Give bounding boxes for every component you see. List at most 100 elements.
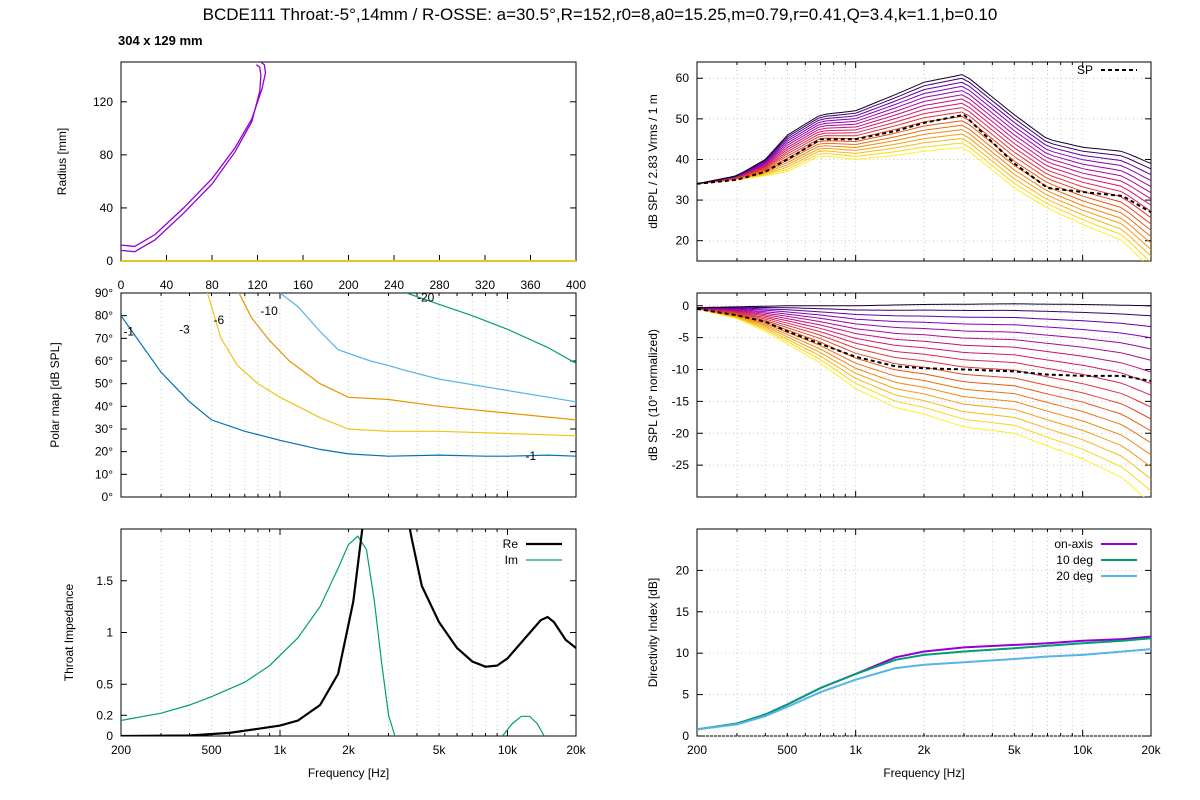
spl-curve (697, 111, 1151, 219)
y-tick-label: 1.5 (96, 574, 113, 588)
y-tick-label: -25 (672, 458, 690, 472)
y-tick-label: 30 (676, 193, 690, 207)
y-tick-label: 80 (100, 148, 114, 162)
norm-curve (697, 307, 1151, 361)
x-tick-label: 500 (777, 743, 797, 757)
norm-curve (697, 303, 1151, 309)
spl-curve (697, 137, 1151, 257)
legend-label: on-axis (1054, 537, 1093, 551)
y-tick-label: 0 (106, 254, 113, 268)
x-tick-label: 500 (202, 743, 222, 757)
legend-label: Re (503, 537, 519, 551)
x-tick-label: 360 (520, 278, 540, 292)
spl-curve (697, 94, 1151, 194)
x-tick-label: 240 (384, 278, 404, 292)
x-tick-label: 10k (1073, 743, 1093, 757)
y-tick-label: 60° (95, 354, 113, 368)
norm-curve (697, 307, 1151, 350)
norm-curve (697, 308, 1145, 497)
x-tick-label: 120 (247, 278, 267, 292)
y-tick-label: 120 (93, 95, 113, 109)
spl-curve (697, 107, 1151, 212)
norm-curve (697, 307, 1151, 373)
x-axis-label: Frequency [Hz] (883, 766, 964, 780)
y-tick-label: 70° (95, 331, 113, 345)
y-tick-label: 0.2 (96, 708, 113, 722)
y-tick-label: 20° (95, 445, 113, 459)
contour-label: -1 (526, 449, 537, 463)
x-tick-label: 10k (498, 743, 518, 757)
y-axis-label: dB SPL (10° normalized) (646, 329, 660, 461)
contour-line (121, 315, 576, 457)
y-tick-label: -5 (678, 331, 689, 345)
contour-label: -10 (260, 304, 278, 318)
legend-label: Im (505, 553, 518, 567)
y-axis-label: Polar map [dB SPL] (48, 342, 62, 447)
x-tick-label: 20k (566, 743, 586, 757)
spl-curve (697, 98, 1151, 200)
spl-curve (697, 90, 1151, 188)
x-tick-label: 40 (160, 278, 174, 292)
y-axis-label: Radius [mm] (55, 128, 69, 195)
y-tick-label: 0° (102, 490, 114, 504)
y-tick-label: 50 (676, 112, 690, 126)
y-tick-label: 0 (682, 729, 689, 743)
x-tick-label: 5k (1008, 743, 1022, 757)
y-axis-label: Throat Impedance (62, 583, 76, 681)
norm-curve (697, 308, 1151, 444)
x-tick-label: 400 (566, 278, 586, 292)
x-tick-label: 20k (1141, 743, 1161, 757)
profile-line (121, 64, 262, 253)
chart-title: BCDE111 Throat:-5°,14mm / R-OSSE: a=30.5… (202, 5, 998, 24)
x-axis-label: Frequency [Hz] (308, 766, 389, 780)
y-tick-label: 10° (95, 467, 113, 481)
spl-curve (697, 85, 1151, 185)
x-tick-label: 1k (274, 743, 288, 757)
x-tick-label: 160 (293, 278, 313, 292)
norm-curve (697, 307, 1151, 328)
legend-label: 10 deg (1056, 553, 1093, 567)
y-tick-label: 40 (676, 152, 690, 166)
y-tick-label: 50° (95, 377, 113, 391)
norm-curve (697, 307, 1151, 420)
y-tick-label: 90° (95, 286, 113, 300)
y-tick-label: 1 (106, 626, 113, 640)
x-tick-label: 5k (433, 743, 447, 757)
y-tick-label: 60 (676, 71, 690, 85)
y-axis-label: Directivity Index [dB] (646, 578, 660, 687)
y-tick-label: -10 (672, 363, 690, 377)
normalized-avg-line (697, 307, 1151, 382)
x-tick-label: 320 (475, 278, 495, 292)
norm-curve (697, 308, 1151, 468)
contour-label: -1 (123, 325, 134, 339)
x-tick-label: 280 (429, 278, 449, 292)
norm-curve (697, 308, 1151, 492)
spl-curve (697, 81, 1151, 185)
legend-label: SP (1077, 63, 1093, 77)
norm-curve (697, 307, 1151, 396)
norm-curve (697, 307, 1151, 339)
x-tick-label: 2k (342, 743, 356, 757)
contour-line (206, 293, 576, 437)
y-tick-label: 40 (100, 201, 114, 215)
contour-line (238, 293, 576, 421)
x-tick-label: 1k (849, 743, 863, 757)
x-tick-label: 80 (205, 278, 219, 292)
contour-label: -3 (179, 322, 190, 336)
x-tick-label: 200 (111, 743, 131, 757)
norm-curve (697, 308, 1151, 456)
norm-curve (697, 307, 1151, 408)
legend-label: 20 deg (1056, 569, 1093, 583)
x-tick-label: 0 (118, 278, 125, 292)
spl-curve (697, 146, 1144, 261)
contour-line (279, 293, 576, 403)
spl-curve (697, 74, 1151, 185)
y-tick-label: 0 (106, 729, 113, 743)
profile-frame (120, 61, 577, 262)
y-axis-label: dB SPL / 2.83 Vrms / 1 m (646, 94, 660, 229)
spl-curve (697, 120, 1151, 231)
re-line (121, 529, 576, 736)
y-tick-label: 10 (676, 646, 690, 660)
y-tick-label: 5 (682, 688, 689, 702)
